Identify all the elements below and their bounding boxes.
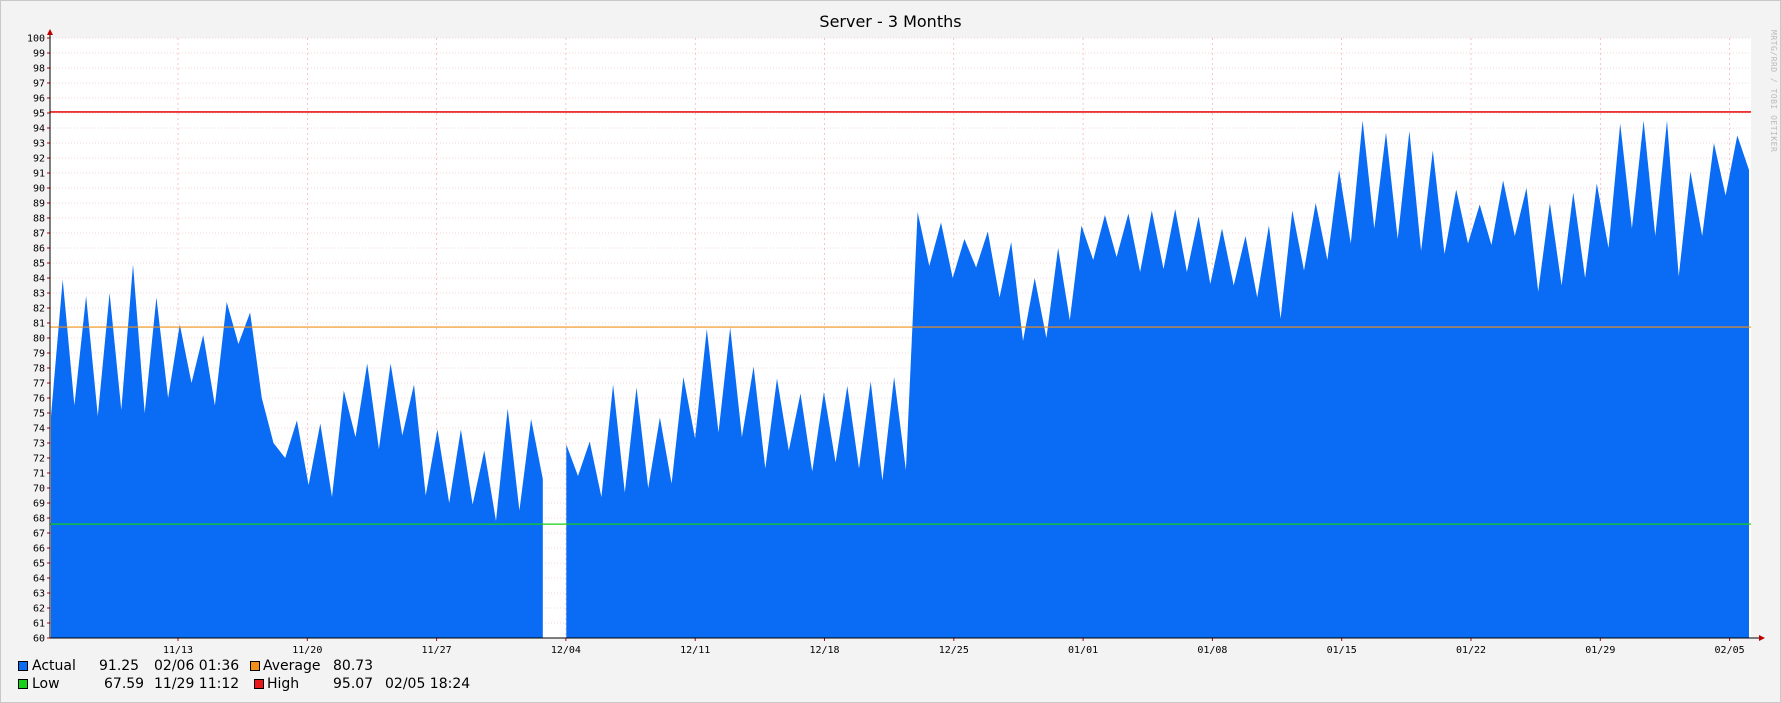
x-tick-label: 01/08: [1197, 645, 1227, 656]
y-tick-label: 75: [33, 409, 45, 420]
legend-label-average: Average: [263, 658, 321, 674]
y-tick-label: 70: [33, 484, 45, 495]
y-tick-label: 95: [33, 109, 45, 120]
y-tick-label: 66: [33, 544, 45, 555]
y-tick-label: 88: [33, 214, 45, 225]
x-tick-label: 12/25: [939, 645, 969, 656]
legend-row-1: Actual 91.25 02/06 01:36 Average 80.73: [18, 658, 618, 676]
legend-value-actual: 91.25: [99, 658, 140, 674]
legend-time-high: 02/05 18:24: [385, 676, 471, 692]
x-tick-label: 01/29: [1585, 645, 1615, 656]
legend-time-low: 11/29 11:12: [154, 676, 240, 692]
y-tick-label: 74: [33, 424, 45, 435]
legend-time-actual: 02/06 01:36: [154, 658, 240, 674]
y-tick-label: 85: [33, 259, 45, 270]
x-tick-label: 11/27: [422, 645, 452, 656]
x-tick-label: 12/04: [551, 645, 581, 656]
y-tick-label: 94: [33, 124, 45, 135]
x-tick-label: 11/20: [292, 645, 322, 656]
y-axis-labels: 60 61 62 63 64 65 66 67 68 69 70 71 72 73 74 75 76 77 78 79…: [27, 34, 50, 645]
legend: Actual 91.25 02/06 01:36 Average 80.73 L…: [18, 658, 618, 694]
x-tick-label: 01/22: [1456, 645, 1486, 656]
chart-title: Server - 3 Months: [819, 12, 962, 31]
y-tick-label: 80: [33, 334, 45, 345]
legend-swatch-actual: [18, 661, 28, 671]
y-tick-label: 99: [33, 49, 45, 60]
y-tick-label: 97: [33, 79, 45, 90]
legend-label-high: High: [267, 676, 300, 692]
axes: [47, 29, 1765, 641]
y-tick-label: 87: [33, 229, 45, 240]
y-tick-label: 81: [33, 319, 45, 330]
legend-swatch-low: [18, 679, 28, 689]
y-tick-label: 92: [33, 154, 45, 165]
series-area-actual: [51, 120, 1749, 638]
y-tick-label: 63: [33, 589, 45, 600]
y-tick-label: 77: [33, 379, 45, 390]
y-tick-label: 86: [33, 244, 45, 255]
x-tick-label: 12/18: [809, 645, 839, 656]
y-tick-label: 82: [33, 304, 45, 315]
x-axis-labels: 11/13 11/20 11/27 12/04 12/11 12/18 12/25 01/01…: [163, 638, 1745, 656]
x-tick-label: 02/05: [1715, 645, 1745, 656]
legend-swatch-average: [250, 661, 260, 671]
y-tick-label: 61: [33, 619, 45, 630]
legend-row-2: Low 67.59 11/29 11:12 High 95.07 02/05 1…: [18, 676, 618, 694]
y-axis-arrow: [47, 29, 53, 35]
legend-value-low: 67.59: [104, 676, 145, 692]
y-tick-label: 90: [33, 184, 45, 195]
y-tick-label: 73: [33, 439, 45, 450]
legend-label-actual: Actual: [32, 658, 76, 674]
y-tick-label: 93: [33, 139, 45, 150]
y-tick-label: 64: [33, 574, 45, 585]
x-tick-label: 11/13: [163, 645, 193, 656]
y-tick-label: 79: [33, 349, 45, 360]
legend-value-high: 95.07: [333, 676, 374, 692]
y-tick-label: 78: [33, 364, 45, 375]
y-tick-label: 96: [33, 94, 45, 105]
x-tick-label: 01/01: [1068, 645, 1098, 656]
legend-label-low: Low: [32, 676, 60, 692]
y-tick-label: 71: [33, 469, 45, 480]
y-tick-label: 60: [33, 634, 45, 645]
y-tick-label: 89: [33, 199, 45, 210]
y-tick-label: 98: [33, 64, 45, 75]
rrdtool-watermark: MRTG/RRD / TOBI OETIKER: [1769, 30, 1778, 153]
y-tick-label: 67: [33, 529, 45, 540]
reference-lines: [50, 111, 1751, 525]
y-tick-label: 84: [33, 274, 45, 285]
y-tick-label: 62: [33, 604, 45, 615]
y-tick-label: 69: [33, 499, 45, 510]
y-tick-label: 91: [33, 169, 45, 180]
x-tick-label: 01/15: [1327, 645, 1357, 656]
legend-swatch-high: [254, 679, 264, 689]
x-tick-label: 12/11: [680, 645, 710, 656]
x-axis-arrow: [1759, 635, 1765, 641]
y-tick-label: 76: [33, 394, 45, 405]
y-tick-label: 83: [33, 289, 45, 300]
legend-value-average: 80.73: [333, 658, 374, 674]
y-tick-label: 100: [27, 34, 45, 45]
y-tick-label: 72: [33, 454, 45, 465]
y-tick-label: 65: [33, 559, 45, 570]
y-tick-label: 68: [33, 514, 45, 525]
